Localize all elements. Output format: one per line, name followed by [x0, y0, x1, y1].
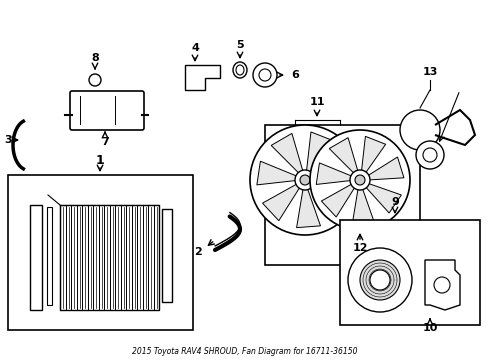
Ellipse shape	[233, 62, 247, 78]
Circle shape	[259, 69, 271, 81]
FancyBboxPatch shape	[70, 91, 144, 130]
Circle shape	[253, 63, 277, 87]
Circle shape	[434, 277, 450, 293]
Circle shape	[423, 148, 437, 162]
Polygon shape	[329, 138, 358, 174]
Text: 7: 7	[101, 137, 109, 147]
Text: 2: 2	[194, 247, 202, 257]
Polygon shape	[312, 155, 353, 180]
Polygon shape	[306, 132, 333, 174]
Polygon shape	[321, 184, 355, 217]
Ellipse shape	[236, 65, 244, 75]
Text: 8: 8	[91, 53, 99, 63]
Polygon shape	[362, 136, 386, 174]
Polygon shape	[263, 184, 300, 221]
Polygon shape	[310, 183, 350, 216]
Polygon shape	[367, 157, 404, 180]
FancyBboxPatch shape	[30, 205, 42, 310]
Polygon shape	[257, 161, 298, 185]
Circle shape	[300, 175, 310, 185]
Polygon shape	[425, 260, 460, 310]
Text: 12: 12	[352, 243, 368, 253]
Circle shape	[360, 260, 400, 300]
Polygon shape	[316, 163, 353, 184]
Text: 2015 Toyota RAV4 SHROUD, Fan Diagram for 16711-36150: 2015 Toyota RAV4 SHROUD, Fan Diagram for…	[132, 347, 358, 356]
Text: 13: 13	[422, 67, 438, 77]
FancyBboxPatch shape	[162, 209, 172, 302]
Text: 6: 6	[291, 70, 299, 80]
Circle shape	[350, 170, 370, 190]
Circle shape	[416, 141, 444, 169]
Polygon shape	[185, 65, 220, 90]
Circle shape	[348, 248, 412, 312]
FancyBboxPatch shape	[47, 207, 52, 305]
FancyBboxPatch shape	[265, 125, 420, 265]
Polygon shape	[365, 183, 401, 213]
FancyBboxPatch shape	[60, 205, 159, 310]
Circle shape	[310, 130, 410, 230]
Polygon shape	[352, 188, 374, 223]
Circle shape	[295, 170, 315, 190]
FancyBboxPatch shape	[8, 175, 193, 330]
FancyBboxPatch shape	[340, 220, 480, 325]
Text: 1: 1	[96, 153, 104, 166]
Text: 9: 9	[391, 197, 399, 207]
Text: 10: 10	[422, 323, 438, 333]
Text: 11: 11	[309, 97, 325, 107]
Polygon shape	[296, 188, 320, 228]
Circle shape	[89, 74, 101, 86]
Text: 4: 4	[191, 43, 199, 53]
Circle shape	[370, 270, 390, 290]
Text: 3: 3	[4, 135, 12, 145]
Text: 5: 5	[236, 40, 244, 50]
Circle shape	[250, 125, 360, 235]
Circle shape	[400, 110, 440, 150]
Polygon shape	[271, 134, 303, 174]
Circle shape	[355, 175, 365, 185]
